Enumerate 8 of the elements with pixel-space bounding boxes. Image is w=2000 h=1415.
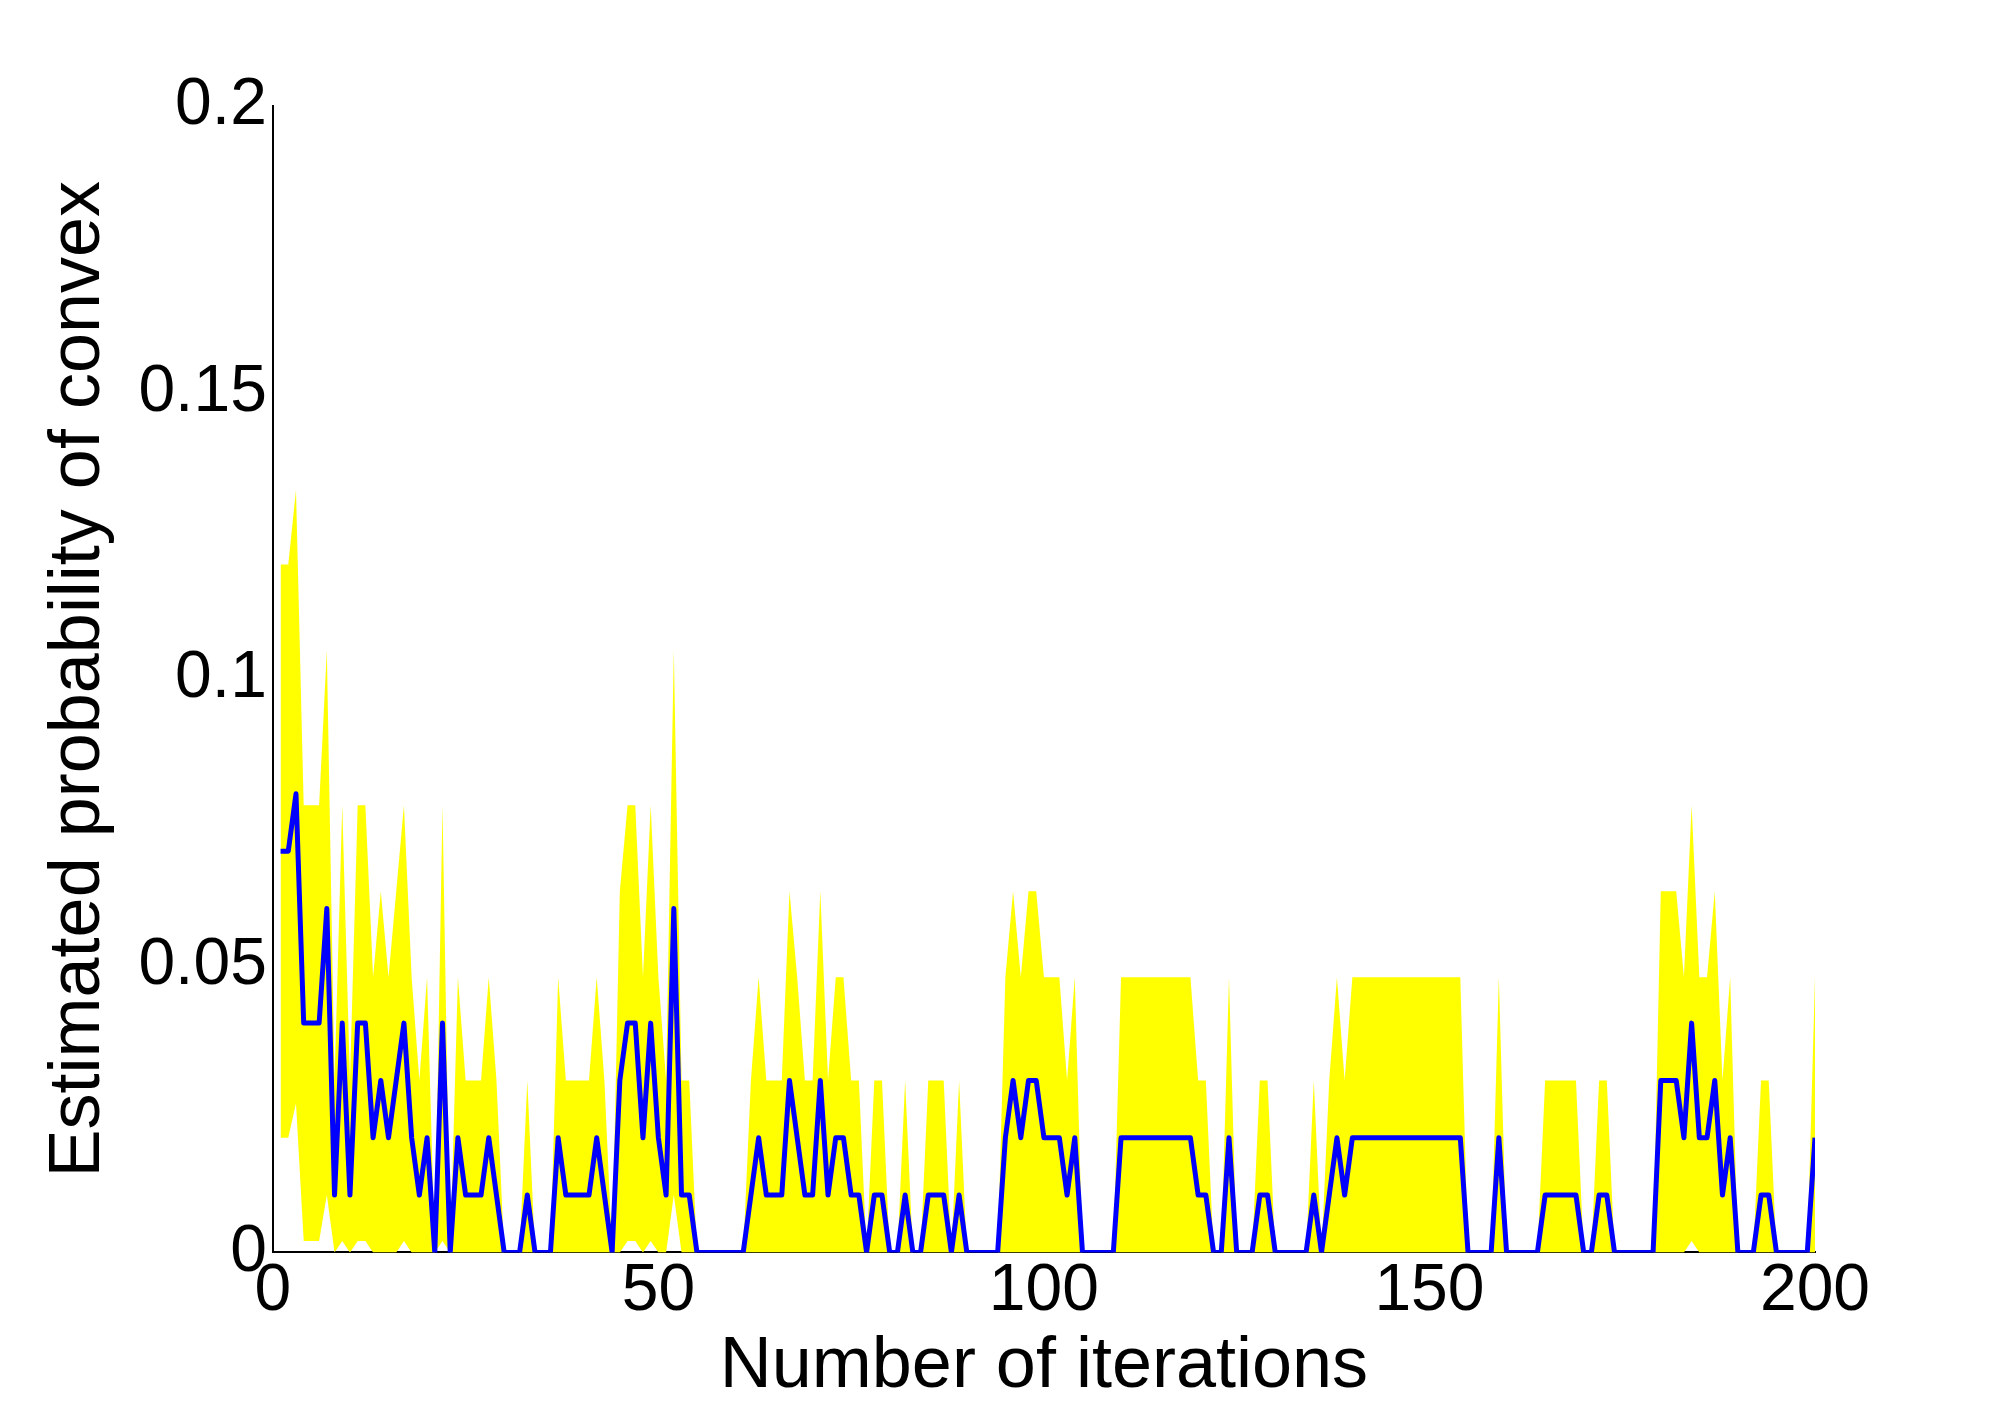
y-axis-title: Estimated probability of convex	[34, 180, 115, 1178]
y-tick-label: 0.1	[175, 637, 267, 712]
y-tick-label: 0.2	[175, 64, 267, 139]
x-tick-label: 200	[1759, 1250, 1871, 1325]
y-tick-label: 0.15	[138, 350, 267, 425]
y-tick-label: 0.05	[138, 924, 267, 998]
x-tick-label: 50	[621, 1250, 696, 1325]
x-tick-label: 150	[1374, 1250, 1485, 1325]
